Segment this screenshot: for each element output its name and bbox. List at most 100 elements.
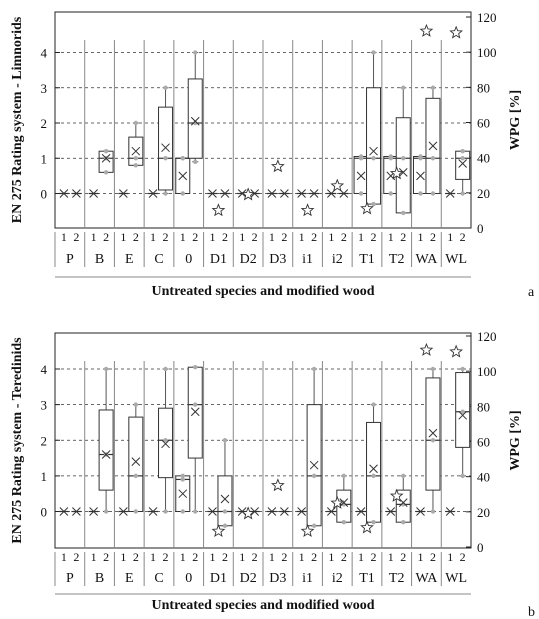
data-point bbox=[193, 159, 198, 164]
data-point bbox=[222, 438, 228, 443]
left-tick-label: 3 bbox=[41, 81, 48, 96]
data-point bbox=[371, 519, 376, 525]
mean-marker bbox=[178, 489, 188, 499]
mean-marker bbox=[297, 507, 306, 516]
right-tick-label: 40 bbox=[477, 470, 490, 485]
box bbox=[366, 421, 382, 523]
wpg-star-marker bbox=[241, 187, 256, 201]
wpg-star-marker bbox=[330, 178, 345, 192]
data-point bbox=[180, 156, 185, 161]
left-tick-label: 0 bbox=[41, 505, 48, 520]
data-point bbox=[358, 191, 364, 196]
wpg-star-marker bbox=[211, 523, 226, 538]
group-label: WL bbox=[445, 571, 467, 586]
mean-marker bbox=[118, 507, 128, 516]
data-point bbox=[133, 163, 139, 168]
mean-marker bbox=[161, 439, 170, 449]
panel-b-letter: b bbox=[528, 605, 535, 619]
mean-marker bbox=[267, 507, 277, 516]
group-label: D2 bbox=[240, 571, 257, 586]
box bbox=[455, 150, 471, 180]
sub-label: 1 bbox=[61, 550, 67, 564]
data-point bbox=[371, 402, 376, 407]
right-tick-label: 60 bbox=[477, 116, 490, 131]
data-point bbox=[163, 366, 168, 372]
data-point bbox=[193, 509, 198, 514]
sub-label: 1 bbox=[180, 230, 186, 244]
x-axis-title: Untreated species and modified wood bbox=[152, 284, 375, 299]
data-point bbox=[430, 85, 436, 90]
mean-marker bbox=[131, 457, 141, 466]
data-point bbox=[341, 519, 347, 525]
mean-marker bbox=[118, 189, 128, 198]
group-label: C bbox=[154, 571, 163, 586]
right-tick-label: 0 bbox=[477, 221, 484, 236]
data-point bbox=[180, 509, 185, 514]
group-label: B bbox=[95, 571, 104, 586]
sub-label: 1 bbox=[209, 230, 215, 244]
sub-label: 1 bbox=[299, 550, 305, 564]
sub-label: 1 bbox=[150, 550, 156, 564]
sub-label: 2 bbox=[133, 550, 139, 564]
mean-marker bbox=[369, 146, 378, 156]
sub-label: 1 bbox=[358, 230, 364, 244]
box bbox=[128, 416, 144, 512]
sub-label: 1 bbox=[299, 230, 305, 244]
group-label: 0 bbox=[185, 252, 192, 267]
group-label: WL bbox=[445, 252, 467, 267]
sub-label: 1 bbox=[447, 230, 453, 244]
mean-marker bbox=[398, 167, 408, 177]
data-point bbox=[460, 191, 465, 196]
data-point bbox=[401, 156, 406, 161]
group-label: E bbox=[125, 571, 134, 586]
data-point bbox=[103, 149, 109, 154]
sub-label: 2 bbox=[222, 230, 228, 244]
mean-marker bbox=[398, 498, 408, 507]
data-point bbox=[163, 509, 168, 514]
mean-marker bbox=[428, 141, 438, 151]
sub-label: 1 bbox=[209, 550, 215, 564]
data-point bbox=[133, 402, 139, 407]
right-tick-label: 20 bbox=[477, 505, 490, 520]
data-point bbox=[430, 509, 436, 514]
mean-marker bbox=[220, 494, 230, 504]
wpg-star-marker bbox=[449, 25, 464, 39]
group-label: 0 bbox=[185, 571, 192, 586]
data-point bbox=[311, 523, 317, 528]
data-point bbox=[193, 402, 198, 407]
group-label: i2 bbox=[332, 252, 343, 267]
mean-marker bbox=[297, 189, 306, 198]
sub-label: 1 bbox=[269, 230, 275, 244]
data-point bbox=[341, 473, 347, 479]
wpg-star-marker bbox=[330, 495, 345, 509]
mean-marker bbox=[208, 189, 217, 198]
box bbox=[98, 150, 114, 173]
mean-marker bbox=[178, 171, 188, 181]
y-axis-left-title: EN 275 Rating system - Limnorids bbox=[10, 16, 25, 223]
left-tick-label: 1 bbox=[41, 469, 48, 484]
mean-marker bbox=[237, 189, 247, 198]
mean-marker bbox=[309, 189, 319, 198]
data-point bbox=[103, 509, 109, 514]
sub-label: 2 bbox=[192, 230, 198, 244]
sub-label: 1 bbox=[269, 550, 275, 564]
data-point bbox=[460, 156, 465, 161]
mean-marker bbox=[267, 189, 277, 198]
right-tick-label: 20 bbox=[477, 186, 490, 201]
data-point bbox=[193, 365, 198, 370]
sub-label: 2 bbox=[252, 230, 258, 244]
group-label: T2 bbox=[389, 571, 405, 586]
group-label: T1 bbox=[359, 571, 375, 586]
sub-label: 2 bbox=[311, 230, 317, 244]
data-point bbox=[103, 366, 109, 372]
sub-label: 1 bbox=[91, 230, 97, 244]
group-label: i1 bbox=[302, 252, 313, 267]
sub-label: 1 bbox=[417, 230, 423, 244]
mean-marker bbox=[445, 507, 455, 516]
sub-label: 1 bbox=[328, 230, 334, 244]
group-label: WA bbox=[416, 571, 439, 586]
group-label: T1 bbox=[359, 252, 375, 267]
mean-marker bbox=[101, 153, 111, 163]
